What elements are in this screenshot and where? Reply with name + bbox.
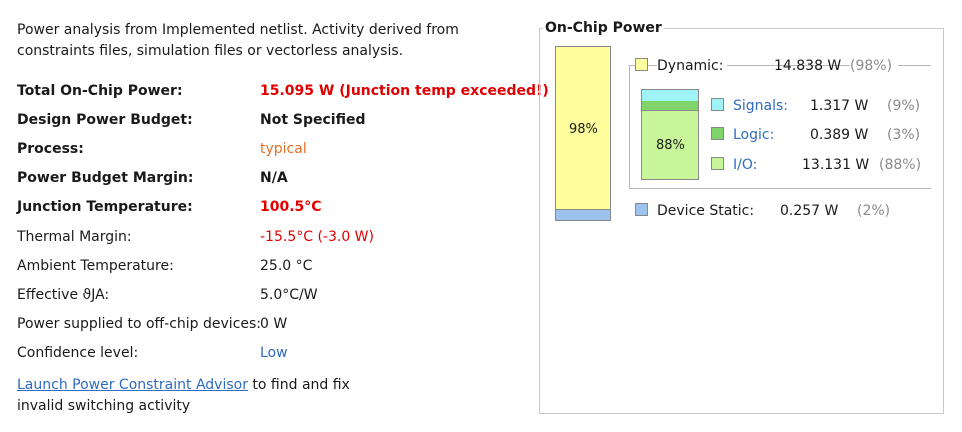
dynamic-label: Dynamic: <box>657 57 728 75</box>
summary-label: Junction Temperature: <box>17 199 193 215</box>
footer-note: Launch Power Constraint Advisor to find … <box>17 375 377 417</box>
summary-label: Power Budget Margin: <box>17 170 194 186</box>
description-text: Power analysis from Implemented netlist.… <box>17 22 459 59</box>
total-power-bar <box>555 46 611 221</box>
signals-value: 1.317 W <box>810 98 869 114</box>
logic-value: 0.389 W <box>810 127 869 143</box>
io-percent: (88%) <box>879 157 922 173</box>
summary-value: Not Specified <box>260 112 366 128</box>
io-link[interactable]: I/O: <box>733 157 758 173</box>
dynamic-swatch <box>635 58 648 71</box>
static-label: Device Static: <box>657 203 755 219</box>
summary-label: Thermal Margin: <box>17 229 132 245</box>
footer-text-2: invalid switching activity <box>17 398 191 414</box>
summary-label: Design Power Budget: <box>17 112 193 128</box>
summary-value: 0 W <box>260 316 288 332</box>
footer-text-1: to find and fix <box>247 377 350 393</box>
summary-value: 25.0 °C <box>260 258 313 274</box>
summary-value: N/A <box>260 170 288 186</box>
summary-label: Total On-Chip Power: <box>17 83 183 99</box>
dynamic-breakdown-bar <box>641 89 699 180</box>
summary-value[interactable]: Low <box>260 345 288 361</box>
summary-label: Ambient Temperature: <box>17 258 174 274</box>
summary-value: 15.095 W (Junction temp exceeded!) <box>260 83 549 99</box>
summary-label: Process: <box>17 141 84 157</box>
logic-segment <box>642 101 698 111</box>
panel-title: On-Chip Power <box>543 18 664 38</box>
summary-value: typical <box>260 141 307 157</box>
summary-value: -15.5°C (-3.0 W) <box>260 229 374 245</box>
io-swatch <box>711 157 724 170</box>
summary-label: Effective ϑJA: <box>17 287 110 303</box>
summary-value: 5.0°C/W <box>260 287 318 303</box>
dynamic-breakdown-box <box>629 65 931 189</box>
static-swatch <box>635 203 648 216</box>
io-percent-label: 88% <box>656 138 685 153</box>
signals-swatch <box>711 98 724 111</box>
summary-value: 100.5°C <box>260 199 322 215</box>
launch-power-constraint-advisor-link[interactable]: Launch Power Constraint Advisor <box>17 377 248 393</box>
dynamic-value: 14.838 W <box>774 58 842 74</box>
io-value: 13.131 W <box>802 157 870 173</box>
static-power-segment <box>556 209 610 220</box>
logic-swatch <box>711 127 724 140</box>
logic-percent: (3%) <box>887 127 921 143</box>
summary-label: Confidence level: <box>17 345 139 361</box>
signals-link[interactable]: Signals: <box>733 98 789 114</box>
logic-link[interactable]: Logic: <box>733 127 775 143</box>
dynamic-percent: (98%) <box>850 57 899 75</box>
static-value: 0.257 W <box>780 203 839 219</box>
static-percent: (2%) <box>857 203 891 219</box>
signals-percent: (9%) <box>887 98 921 114</box>
summary-label: Power supplied to off-chip devices: <box>17 316 262 332</box>
dynamic-percent-label: 98% <box>569 122 598 137</box>
on-chip-power-panel <box>539 28 944 414</box>
